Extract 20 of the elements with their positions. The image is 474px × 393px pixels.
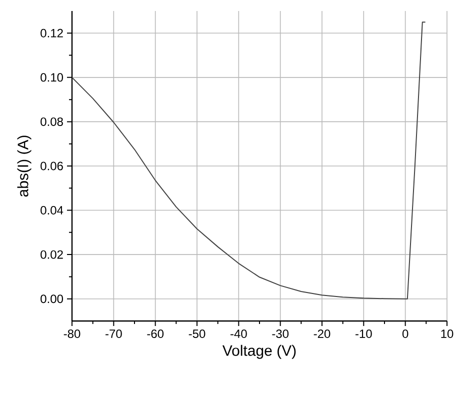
x-tick-label: -60 (147, 330, 164, 338)
y-tick-label: 0.12 (40, 28, 63, 38)
x-tick-label: -80 (64, 330, 80, 338)
y-tick-label: 0.02 (40, 250, 63, 259)
line-series (72, 22, 426, 300)
x-axis-title: Voltage (V) (222, 344, 296, 359)
y-tick-label: 0.00 (40, 294, 64, 304)
x-tick-label: -30 (272, 330, 289, 338)
x-tick-label: 0 (402, 330, 408, 338)
x-tick-label: -10 (356, 330, 372, 338)
y-tick-label: 0.10 (40, 73, 64, 82)
x-tick-label: -40 (230, 330, 247, 338)
x-tick-label: -50 (188, 330, 206, 338)
y-tick-label: 0.04 (40, 206, 64, 215)
y-tick-label: 0.06 (40, 162, 63, 170)
x-tick-label: -70 (106, 330, 122, 338)
y-tick-label: 0.08 (40, 117, 63, 126)
x-tick-label: 10 (441, 330, 454, 338)
y-axis-title: abs(I) (A) (17, 136, 32, 197)
x-tick-label: -20 (314, 330, 330, 338)
